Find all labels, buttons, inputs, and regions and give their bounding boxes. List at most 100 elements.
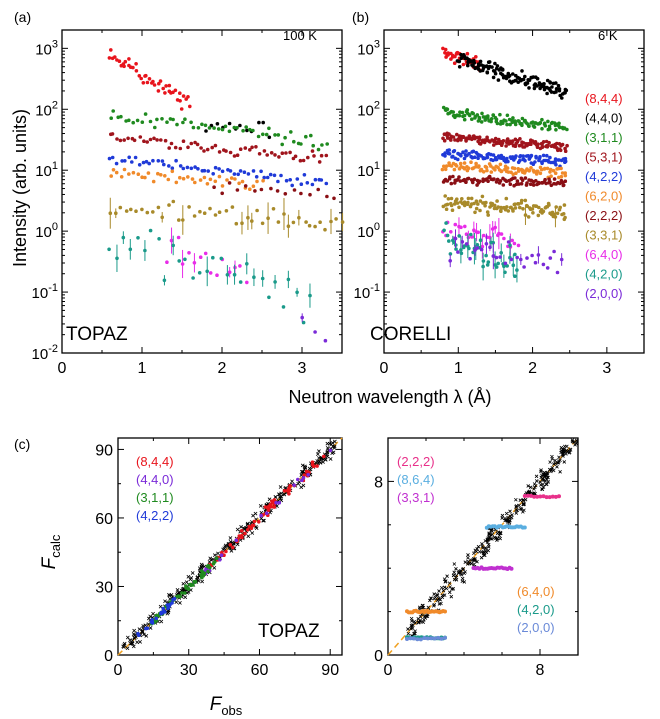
data-point (251, 128, 255, 133)
data-point (261, 132, 265, 137)
data-point (211, 255, 215, 260)
data-point (469, 160, 473, 164)
data-point (505, 264, 510, 268)
data-point (186, 175, 190, 179)
data-point (175, 588, 180, 592)
data-point (455, 197, 459, 201)
data-point (470, 117, 474, 121)
data-point (181, 94, 186, 98)
data-point (503, 261, 508, 266)
data-point (561, 212, 566, 216)
data-point (508, 509, 512, 514)
data-point (504, 119, 508, 123)
y-tick-label: 10-1 (32, 282, 58, 302)
data-point (548, 126, 552, 131)
data-point (268, 502, 273, 507)
data-point (450, 208, 455, 212)
data-point (155, 117, 159, 122)
data-point (511, 172, 515, 177)
data-point (498, 531, 503, 536)
data-point (485, 70, 490, 75)
data-point (146, 171, 151, 175)
data-point (522, 501, 526, 506)
data-point (452, 149, 457, 153)
data-point (457, 113, 462, 118)
data-point (196, 126, 201, 130)
y-tick-label: 101 (357, 160, 380, 180)
y-tick-label: 0 (374, 648, 383, 665)
y-tick-base: 10 (35, 41, 52, 58)
data-point (137, 627, 142, 632)
data-point (449, 196, 454, 201)
data-point (163, 91, 167, 95)
data-point (520, 168, 525, 172)
data-point (465, 51, 470, 56)
data-point (475, 243, 480, 247)
data-point (501, 183, 506, 187)
data-point (289, 130, 293, 134)
data-point (515, 255, 519, 260)
data-point (496, 78, 501, 82)
data-point (192, 214, 197, 218)
data-point (549, 90, 554, 94)
data-point (151, 79, 155, 84)
data-point (161, 86, 165, 91)
data-point (520, 116, 525, 121)
panel-c-instrument: TOPAZ (258, 621, 320, 642)
data-point (180, 591, 184, 595)
data-point (492, 535, 497, 540)
data-point (560, 96, 564, 100)
data-point (539, 483, 543, 487)
data-point (466, 556, 470, 560)
legend-item: (8,4,4) (585, 91, 623, 106)
data-point (483, 203, 487, 208)
data-point (530, 253, 534, 258)
data-point (114, 161, 119, 166)
data-point (303, 465, 308, 470)
data-point (265, 153, 270, 157)
data-point (301, 469, 305, 474)
data-point (535, 494, 540, 499)
data-point (495, 199, 499, 203)
data-point (575, 440, 579, 445)
data-point (459, 153, 463, 158)
data-point (510, 139, 515, 143)
data-point (485, 210, 490, 214)
data-point (518, 498, 523, 502)
data-point (183, 257, 187, 262)
data-point (531, 211, 535, 215)
data-point (184, 580, 189, 585)
data-point (315, 459, 320, 463)
series-1 (204, 120, 272, 140)
data-point (153, 125, 157, 130)
data-point (213, 213, 218, 217)
data-point (484, 165, 489, 170)
data-point (254, 526, 259, 531)
data-point (307, 223, 312, 228)
data-point (267, 135, 272, 140)
y-tick-label: 10-1 (354, 282, 380, 302)
data-point (324, 181, 329, 186)
panel-b-temperature: 6 K (598, 28, 618, 43)
data-point (273, 495, 278, 499)
y-axis-label-c: Fcalc (39, 534, 63, 569)
data-point (119, 175, 124, 179)
data-point (146, 622, 151, 626)
data-point (454, 164, 459, 168)
data-point (505, 156, 509, 161)
data-point (261, 518, 265, 523)
data-point (276, 220, 281, 224)
data-point (207, 560, 212, 564)
data-point (129, 207, 133, 212)
data-point (272, 173, 277, 178)
data-point (147, 161, 151, 166)
data-point (529, 493, 533, 498)
series-5 (109, 167, 265, 191)
data-point (301, 320, 306, 325)
data-point (468, 59, 473, 63)
data-point (300, 478, 304, 483)
data-point (456, 250, 460, 254)
data-point (536, 142, 540, 146)
series-6 (212, 181, 336, 201)
data-point (233, 177, 237, 181)
